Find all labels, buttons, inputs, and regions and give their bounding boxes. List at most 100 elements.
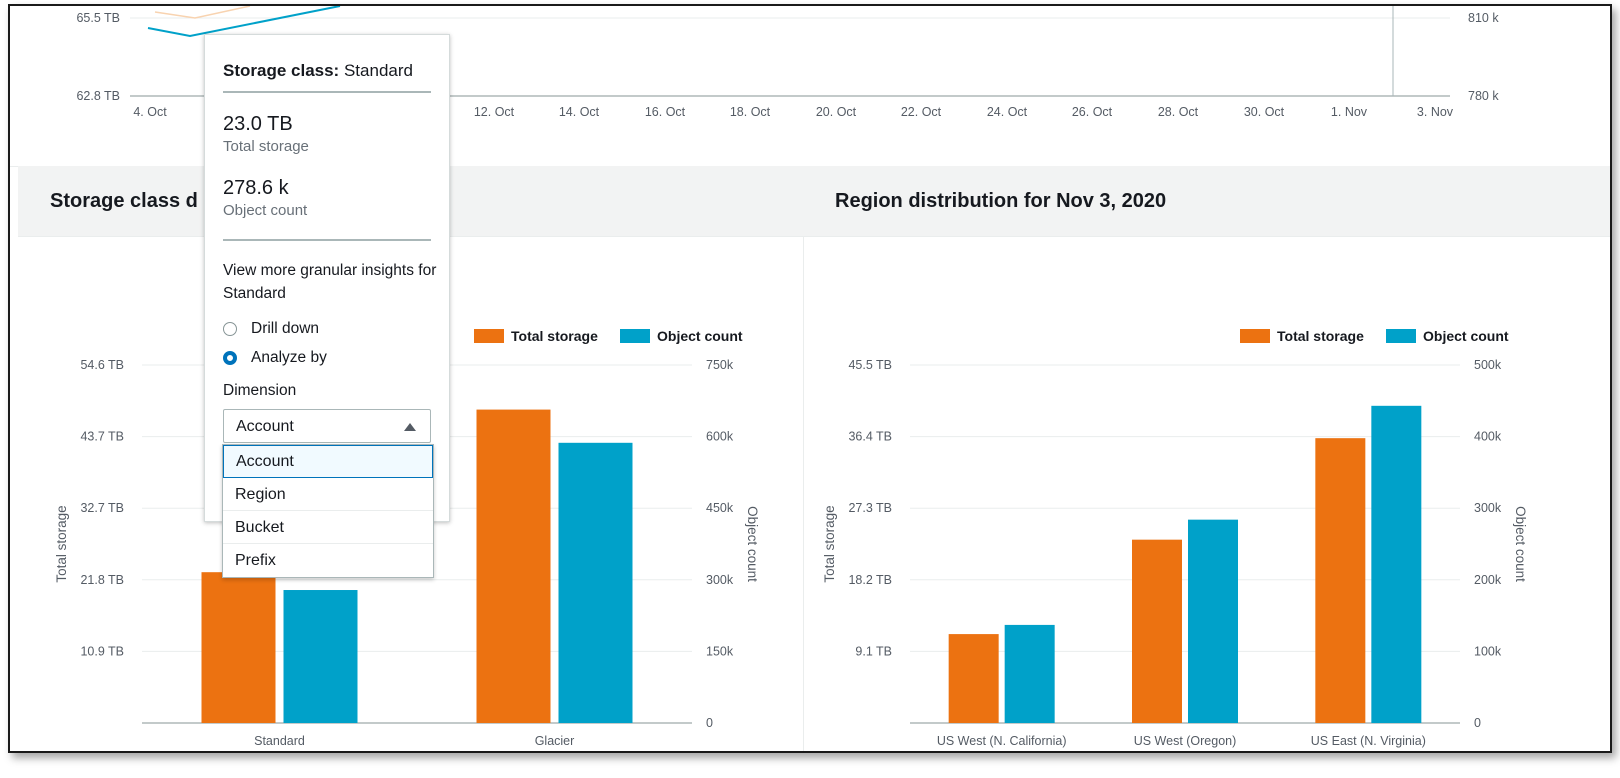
y-right-tick-label: 0 [1474,716,1481,730]
x-tick-label: 16. Oct [645,105,686,119]
x-tick-label: 4. Oct [133,105,167,119]
legend-label-total-storage: Total storage [511,328,598,344]
y-right-tick-label: 780 k [1468,89,1499,103]
panel-title: Region distribution for Nov 3, 2020 [835,190,1167,212]
dropdown-option-account[interactable]: Account [223,445,433,478]
legend-label-total-storage: Total storage [1277,328,1364,344]
radio-checked-icon[interactable] [223,351,237,365]
x-tick-label: 14. Oct [559,105,600,119]
x-tick-label: 3. Nov [1417,105,1454,119]
y-right-tick-label: 0 [706,716,713,730]
popover-header: Storage class: Standard [223,61,413,80]
panel-header: Region distribution for Nov 3, 2020 [803,166,1610,237]
bar-total-storage [1132,539,1182,723]
drill-down-label: Drill down [251,320,320,337]
y-tick-label: 45.5 TB [848,358,892,372]
legend-swatch-object-count [1386,329,1416,343]
y-right-tick-label: 100k [1474,644,1502,658]
dropdown-option-prefix[interactable]: Prefix [235,552,276,569]
region-panel: Region distribution for Nov 3, 2020 Tota… [803,166,1610,751]
bar-total-storage [948,634,999,723]
x-tick-label: 1. Nov [1331,105,1368,119]
region-chart: Total storage Object count 0 100k 9.1 TB 200k… [822,328,1528,748]
x-tick-label: US West (N. California) [937,734,1067,748]
y-right-axis-title: Object count [745,506,760,582]
y-right-tick-label: 500k [1474,358,1502,372]
object-count-label: Object count [223,202,308,219]
y-right-tick-label: 600k [706,430,734,444]
x-tick-label: 12. Oct [474,105,515,119]
legend-swatch-object-count [620,329,650,343]
x-tick-label: Glacier [535,734,575,748]
object-count-value: 278.6 k [223,177,289,199]
storage-class-chart: Total storage Object count 0 150k 10.9 TB 300… [54,328,760,748]
y-right-tick-label: 300k [706,573,734,587]
storage-class-popover: Storage class: Standard 23.0 TB Total st… [204,34,450,522]
trend-chart: 65.5 TB 62.8 TB 810 k 780 k 4. Oct 12. Oct 14.… [10,6,1610,167]
analyze-by-label: Analyze by [251,349,327,366]
bar-object-count [283,590,358,723]
dimension-select-value: Account [236,418,294,435]
bar-object-count [1188,519,1238,723]
legend-swatch-total-storage [1240,329,1270,343]
series-line-object-count [147,6,341,38]
legend-label-object-count: Object count [657,328,743,344]
dimension-select[interactable]: Account [223,409,431,443]
insights-text: View more granular insights for Standard [223,262,437,302]
dimension-dropdown: Account Region Bucket Prefix [222,444,434,578]
y-tick-label: 9.1 TB [855,644,892,658]
x-tick-label: 24. Oct [987,105,1028,119]
dropdown-option-bucket[interactable]: Bucket [223,511,433,544]
bar-total-storage [1315,438,1366,723]
x-tick-label: Standard [254,734,305,748]
y-right-axis-title: Object count [1513,506,1528,582]
radio-unchecked-icon[interactable] [223,322,237,336]
divider [223,91,431,93]
y-axis-title: Total storage [54,505,69,582]
y-right-tick-label: 750k [706,358,734,372]
y-tick-label: 27.3 TB [848,501,892,515]
y-tick-label: 36.4 TB [848,430,892,444]
bar-total-storage [201,572,276,723]
bar-object-count [1371,405,1422,723]
y-right-tick-label: 300k [1474,501,1502,515]
y-right-tick-label: 200k [1474,573,1502,587]
x-tick-label: 28. Oct [1158,105,1199,119]
bar-object-count [1004,624,1055,723]
legend-swatch-total-storage [474,329,504,343]
y-tick-label: 54.6 TB [80,358,124,372]
x-tick-label: 18. Oct [730,105,771,119]
divider [223,239,431,241]
x-tick-label: US West (Oregon) [1134,734,1237,748]
y-right-tick-label: 400k [1474,430,1502,444]
y-tick-label: 62.8 TB [76,89,120,103]
caret-up-icon[interactable] [404,423,416,431]
x-tick-label: 22. Oct [901,105,942,119]
x-tick-label: 20. Oct [816,105,857,119]
bar-total-storage [476,409,551,723]
y-tick-label: 32.7 TB [80,501,124,515]
y-right-tick-label: 810 k [1468,11,1499,25]
y-axis-title: Total storage [822,505,837,582]
y-tick-label: 65.5 TB [76,11,120,25]
y-tick-label: 18.2 TB [848,573,892,587]
y-right-tick-label: 150k [706,644,734,658]
total-storage-value: 23.0 TB [223,113,293,135]
legend-label-object-count: Object count [1423,328,1509,344]
dimension-label: Dimension [223,382,297,399]
x-tick-label: US East (N. Virginia) [1311,734,1426,748]
trend-chart-svg: 65.5 TB 62.8 TB 810 k 780 k 4. Oct 12. Oct 14.… [76,6,1499,119]
dashboard-frame: 65.5 TB 62.8 TB 810 k 780 k 4. Oct 12. Oct 14.… [8,4,1612,753]
dropdown-option-region[interactable]: Region [223,478,433,511]
drill-down-radio[interactable]: Drill down [223,319,319,339]
series-line-total-storage [154,6,251,19]
y-right-tick-label: 450k [706,501,734,515]
y-tick-label: 10.9 TB [80,644,124,658]
analyze-by-radio[interactable]: Analyze by [223,348,327,368]
y-tick-label: 21.8 TB [80,573,124,587]
x-tick-label: 26. Oct [1072,105,1113,119]
y-tick-label: 43.7 TB [80,430,124,444]
bar-object-count [558,442,633,723]
total-storage-label: Total storage [223,138,309,155]
